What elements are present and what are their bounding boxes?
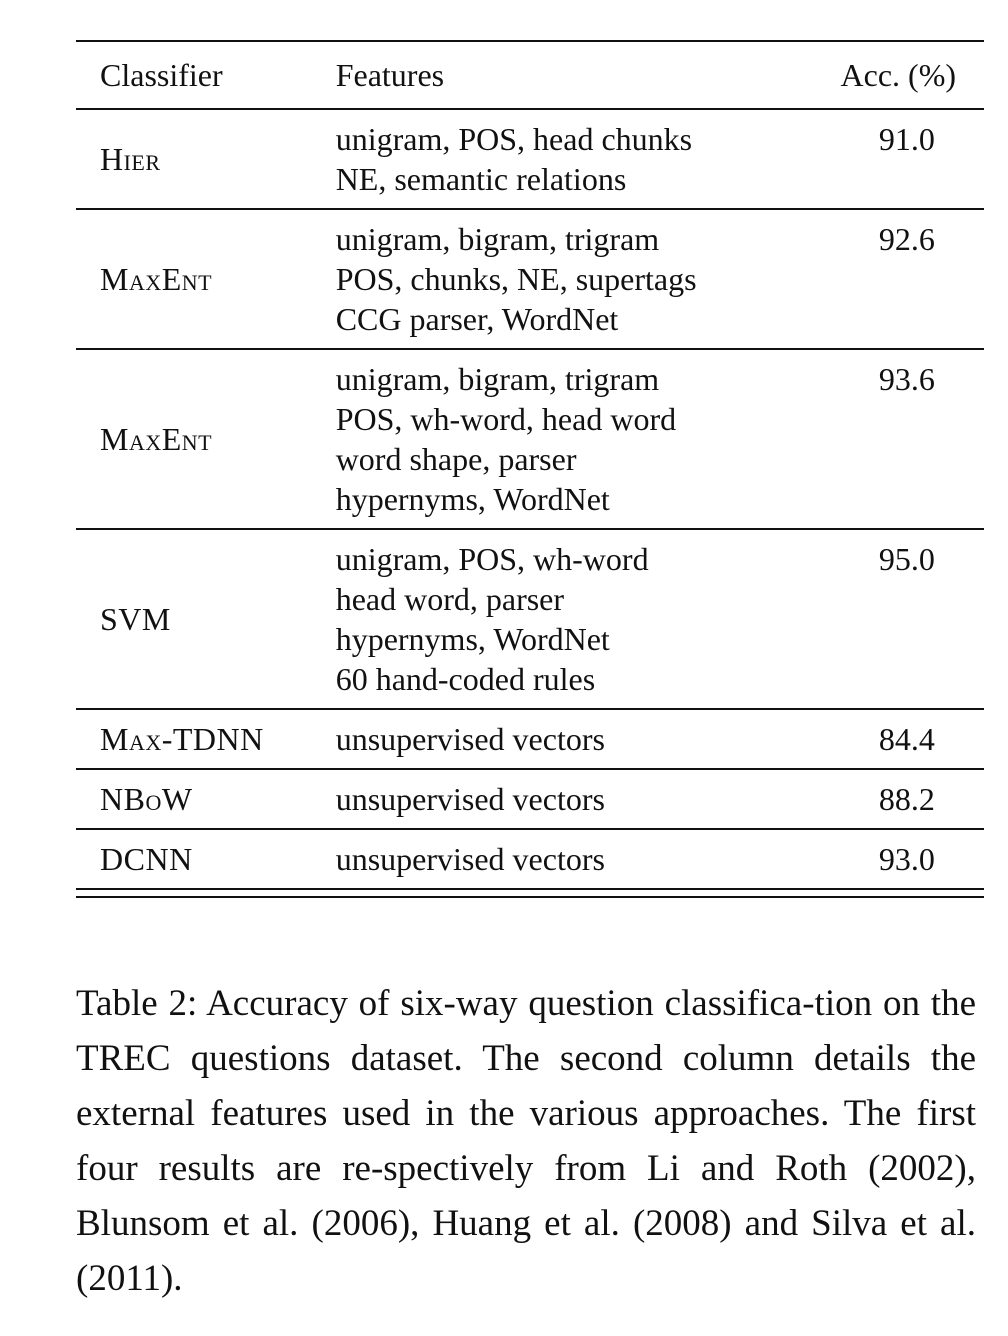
features-cell: unsupervised vectors <box>336 829 790 889</box>
table-row: Max-TDNN unsupervised vectors 84.4 <box>76 709 984 769</box>
table-row: MaxEnt unigram, bigram, trigram POS, chunk… <box>76 209 984 349</box>
feature-line: head word, parser <box>335 581 565 617</box>
accuracy-cell: 95.0 <box>878 541 935 577</box>
feature-line: NE, semantic relations <box>335 161 627 197</box>
accuracy-cell: 92.6 <box>878 221 935 257</box>
features-cell: unigram, bigram, trigram POS, chunks, NE,… <box>336 209 790 349</box>
results-table-container: Classifier Features Acc. (%) Hier unigram… <box>76 40 984 898</box>
table-row: DCNN unsupervised vectors 93.0 <box>76 829 984 889</box>
feature-line: unigram, bigram, trigram <box>335 221 660 257</box>
classifier-cell: SVM <box>100 601 171 637</box>
feature-line: unigram, POS, wh-word <box>335 541 649 577</box>
header-row: Classifier Features Acc. (%) <box>76 41 984 109</box>
classifier-cell: DCNN <box>100 841 193 877</box>
table-row: Hier unigram, POS, head chunks NE, semanti… <box>76 109 984 209</box>
table-body: Hier unigram, POS, head chunks NE, semanti… <box>76 109 984 889</box>
classifier-cell: NBoW <box>100 781 193 817</box>
accuracy-cell: 84.4 <box>878 721 935 757</box>
header-accuracy: Acc. (%) <box>840 57 956 93</box>
features-cell: unsupervised vectors <box>336 709 790 769</box>
feature-line: unigram, POS, head chunks <box>335 121 693 157</box>
feature-line: unsupervised vectors <box>335 721 605 757</box>
feature-line: hypernyms, WordNet <box>335 621 610 657</box>
feature-line: unsupervised vectors <box>335 841 605 877</box>
results-table: Classifier Features Acc. (%) Hier unigram… <box>76 40 984 890</box>
features-cell: unigram, POS, wh-word head word, parser hy… <box>336 529 790 709</box>
feature-line: POS, chunks, NE, supertags <box>335 261 697 297</box>
header-classifier: Classifier <box>100 57 223 93</box>
header-features: Features <box>335 57 445 93</box>
features-cell: unigram, bigram, trigram POS, wh-word, he… <box>336 349 790 529</box>
classifier-cell: Hier <box>100 141 161 177</box>
classifier-cell: MaxEnt <box>100 261 213 297</box>
feature-line: unigram, bigram, trigram <box>335 361 660 397</box>
feature-line: hypernyms, WordNet <box>335 481 610 517</box>
classifier-cell: MaxEnt <box>100 421 213 457</box>
accuracy-cell: 93.0 <box>878 841 935 877</box>
table-row: SVM unigram, POS, wh-word head word, parse… <box>76 529 984 709</box>
table-row: NBoW unsupervised vectors 88.2 <box>76 769 984 829</box>
bottom-double-rule <box>76 890 984 898</box>
feature-line: 60 hand-coded rules <box>335 661 596 697</box>
features-cell: unigram, POS, head chunks NE, semantic re… <box>336 109 790 209</box>
features-cell: unsupervised vectors <box>336 769 790 829</box>
table-row: MaxEnt unigram, bigram, trigram POS, wh-wo… <box>76 349 984 529</box>
accuracy-cell: 93.6 <box>878 361 935 397</box>
accuracy-cell: 88.2 <box>878 781 935 817</box>
classifier-cell: Max-TDNN <box>100 721 264 757</box>
feature-line: word shape, parser <box>335 441 577 477</box>
table-caption: Table 2: Accuracy of six-way question cl… <box>76 983 976 1299</box>
feature-line: CCG parser, WordNet <box>335 301 619 337</box>
feature-line: unsupervised vectors <box>335 781 605 817</box>
feature-line: POS, wh-word, head word <box>335 401 677 437</box>
accuracy-cell: 91.0 <box>878 121 935 157</box>
